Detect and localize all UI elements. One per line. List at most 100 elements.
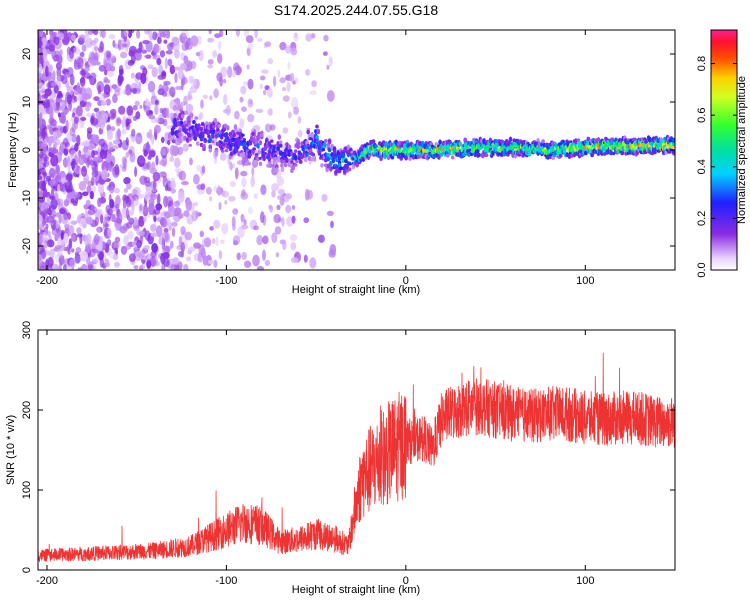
heatmap-cell (216, 185, 222, 197)
heatmap-cell (174, 168, 182, 173)
heatmap-cell (264, 259, 271, 267)
heatmap-cell (104, 258, 110, 268)
heatmap-cell (134, 100, 140, 107)
heatmap-cell (154, 99, 159, 105)
heatmap-cell (132, 186, 141, 197)
heatmap-cell (239, 118, 245, 129)
heatmap-cell (295, 160, 299, 164)
heatmap-cell (218, 202, 222, 210)
heatmap-cell (477, 152, 481, 158)
heatmap-cell (187, 119, 191, 125)
heatmap-cell (379, 155, 383, 162)
heatmap-cell (199, 112, 204, 120)
heatmap-cell (290, 242, 297, 251)
heatmap-cell (271, 164, 275, 168)
heatmap-cell (202, 238, 207, 247)
heatmap-cell (148, 203, 155, 216)
heatmap-cell (140, 65, 146, 71)
heatmap-cell (107, 228, 112, 237)
heatmap-cell (106, 129, 114, 141)
heatmap-cell (169, 86, 176, 98)
heatmap-cell (260, 211, 265, 224)
heatmap-cell (197, 123, 201, 129)
heatmap-cell (114, 164, 120, 176)
heatmap-cell (64, 71, 71, 79)
heatmap-cell (85, 243, 91, 254)
heatmap-cell (57, 90, 63, 98)
heatmap-cell (69, 127, 76, 136)
heatmap-cell (89, 77, 95, 85)
heatmap-cell (58, 214, 62, 224)
heatmap-cell (79, 119, 85, 129)
heatmap-cell (46, 239, 55, 248)
heatmap-cell (146, 131, 151, 139)
heatmap-cell (111, 145, 120, 150)
heatmap-cell (241, 133, 245, 137)
heatmap-cell (56, 54, 63, 65)
heatmap-cell (183, 263, 189, 270)
heatmap-cell (44, 88, 52, 97)
heatmap-cell (172, 257, 180, 265)
heatmap-cell (110, 113, 117, 119)
heatmap-cell (283, 163, 288, 167)
heatmap-cell (260, 133, 264, 138)
heatmap-cell (204, 237, 212, 248)
heatmap-cell (133, 224, 140, 232)
heatmap-cell (195, 210, 199, 219)
heatmap-cell (286, 81, 291, 92)
heatmap-cell (120, 51, 128, 59)
heatmap-cell (151, 161, 156, 172)
heatmap-cell (297, 129, 303, 138)
heatmap-cell (48, 136, 52, 148)
heatmap-cell (182, 143, 189, 152)
heatmap-cell (52, 70, 56, 81)
heatmap-cell (167, 58, 173, 67)
heatmap-cell (62, 232, 69, 244)
heatmap-cell (188, 143, 192, 147)
heatmap-cell (51, 148, 59, 154)
heatmap-cell (224, 148, 229, 153)
heatmap-cell (73, 88, 80, 96)
heatmap-cell (211, 140, 215, 144)
heatmap-cell (53, 84, 59, 94)
heatmap-cell (97, 182, 105, 195)
heatmap-cell (315, 124, 319, 129)
heatmap-cell (255, 108, 264, 113)
heatmap-cell (56, 75, 61, 87)
heatmap-cell (198, 50, 204, 62)
heatmap-cell (99, 41, 105, 52)
heatmap-cell (104, 69, 108, 76)
heatmap-cell (92, 206, 98, 213)
heatmap-cell (118, 65, 124, 74)
heatmap-cell (49, 32, 55, 44)
heatmap-cell (132, 216, 139, 228)
heatmap-cell (178, 132, 182, 138)
heatmap-cell (317, 234, 325, 243)
heatmap-cell (150, 232, 158, 237)
heatmap-cell (257, 150, 262, 155)
heatmap-cell (256, 135, 260, 141)
heatmap-cell (71, 160, 75, 171)
heatmap-cell (98, 251, 104, 261)
heatmap-cell (38, 214, 43, 225)
heatmap-cell (167, 177, 171, 188)
heatmap-cell (327, 138, 332, 144)
heatmap-cell (148, 110, 153, 115)
heatmap-cell (163, 80, 171, 86)
heatmap-cell (72, 200, 78, 206)
heatmap-cell (52, 129, 57, 142)
colorbar: 0.0 0.2 0.4 0.6 0.8 Normalized spectral ampl… (696, 29, 748, 278)
heatmap-cell (97, 197, 102, 208)
heatmap-cell (147, 155, 152, 160)
heatmap-cell (196, 164, 202, 172)
heatmap-cell (96, 226, 101, 234)
heatmap-cell (50, 154, 59, 167)
heatmap-cell (79, 233, 83, 245)
heatmap-cell (218, 250, 223, 260)
heatmap-cell (576, 138, 581, 142)
heatmap-cell (86, 185, 92, 193)
heatmap-cell (144, 101, 153, 107)
heatmap-cell (247, 162, 251, 166)
heatmap-cell (54, 244, 62, 250)
heatmap-cell (74, 166, 82, 175)
